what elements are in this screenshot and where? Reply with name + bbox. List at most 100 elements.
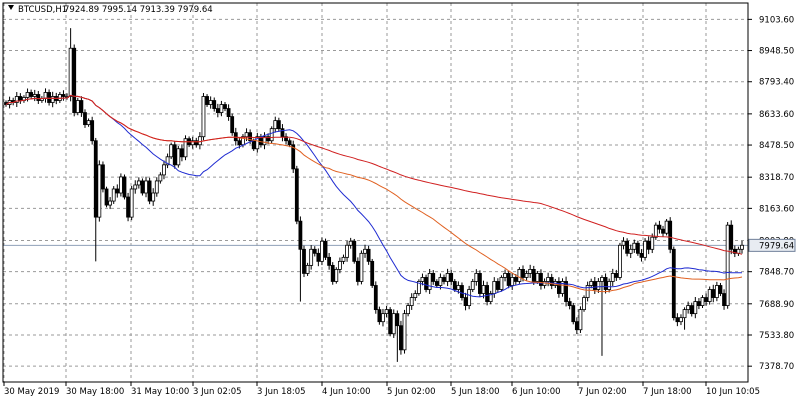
candle (589, 278, 594, 289)
candle (57, 91, 62, 104)
candle (704, 293, 708, 306)
y-tick-label: 7378.70 (759, 362, 794, 372)
candle (208, 96, 213, 109)
x-tick-label: 10 Jun 10:05 (706, 387, 760, 397)
candle (320, 237, 324, 266)
candle (122, 174, 127, 200)
candle (230, 113, 235, 136)
candle (158, 172, 163, 184)
candle (614, 269, 619, 281)
y-tick-label: 8478.50 (759, 141, 794, 151)
candle (718, 282, 723, 297)
candle (571, 302, 576, 325)
candle (348, 237, 353, 249)
candle (327, 252, 332, 270)
candle (276, 117, 281, 132)
candle (201, 92, 206, 141)
x-tick-label: 30 May 18:00 (66, 387, 124, 397)
candle (618, 242, 622, 280)
candle (492, 277, 497, 298)
candle (528, 264, 533, 279)
candle (736, 246, 741, 256)
candle (510, 272, 515, 290)
candle (287, 138, 292, 148)
candle (255, 132, 260, 153)
candle (352, 238, 357, 264)
candle (722, 289, 726, 310)
candle (334, 267, 339, 284)
candle (424, 274, 428, 293)
candle (14, 92, 19, 107)
candle (420, 273, 425, 286)
candle (291, 140, 296, 173)
candle (661, 225, 665, 237)
candle (596, 278, 601, 293)
x-tick-label: 6 Jun 10:00 (512, 387, 561, 397)
candle (40, 96, 44, 103)
candle (366, 245, 371, 265)
candle (298, 216, 303, 302)
x-tick-label: 3 Jun 18:05 (257, 387, 306, 397)
candle (72, 44, 77, 117)
candle (165, 153, 170, 169)
candle (140, 178, 145, 196)
candle (29, 89, 34, 100)
chart-menu-triangle-icon[interactable] (8, 5, 14, 10)
candle (600, 275, 604, 356)
candle (449, 269, 454, 285)
chart-ohlc-label: 7924.89 7995.14 7913.39 7979.64 (64, 5, 213, 15)
candle (90, 116, 95, 145)
candle (657, 220, 662, 234)
candle (679, 314, 683, 326)
candle (391, 309, 396, 338)
candle (194, 137, 199, 148)
y-tick-label: 8633.60 (759, 110, 794, 120)
candle (151, 188, 156, 206)
candle (442, 274, 446, 285)
y-tick-label: 8793.40 (759, 78, 794, 88)
candle (226, 104, 231, 121)
candle (384, 305, 389, 318)
candle (330, 262, 335, 285)
candle (126, 192, 130, 222)
candle (363, 244, 367, 258)
x-tick-label: 3 Jun 02:05 (193, 387, 242, 397)
candle (395, 310, 400, 362)
candle (68, 28, 73, 102)
y-tick-label: 9103.60 (759, 15, 794, 25)
candle (144, 176, 148, 198)
candle (370, 258, 375, 288)
candle (686, 301, 691, 314)
candle (302, 245, 306, 278)
candle (700, 295, 705, 309)
candle (682, 307, 687, 330)
candle (316, 248, 321, 267)
candle (75, 97, 80, 116)
ma-fast-line (5, 94, 743, 298)
candle (284, 133, 288, 145)
candle (635, 240, 640, 256)
candle (22, 95, 26, 103)
candle (445, 268, 450, 287)
candle (524, 270, 529, 281)
candle (506, 270, 511, 289)
candle (402, 309, 407, 354)
candle (83, 109, 87, 128)
candle (136, 177, 141, 189)
candle (129, 185, 134, 221)
candle (273, 116, 278, 133)
candle (162, 160, 166, 180)
candle (503, 269, 507, 282)
candle (413, 290, 418, 301)
candle (578, 306, 583, 333)
candle (499, 275, 504, 292)
candle (452, 279, 457, 292)
candle (668, 217, 673, 254)
y-tick-label: 7533.80 (759, 331, 794, 341)
candle (725, 222, 730, 309)
candle (101, 161, 105, 193)
candle (431, 270, 436, 285)
candle (603, 273, 608, 294)
candle (172, 140, 177, 169)
